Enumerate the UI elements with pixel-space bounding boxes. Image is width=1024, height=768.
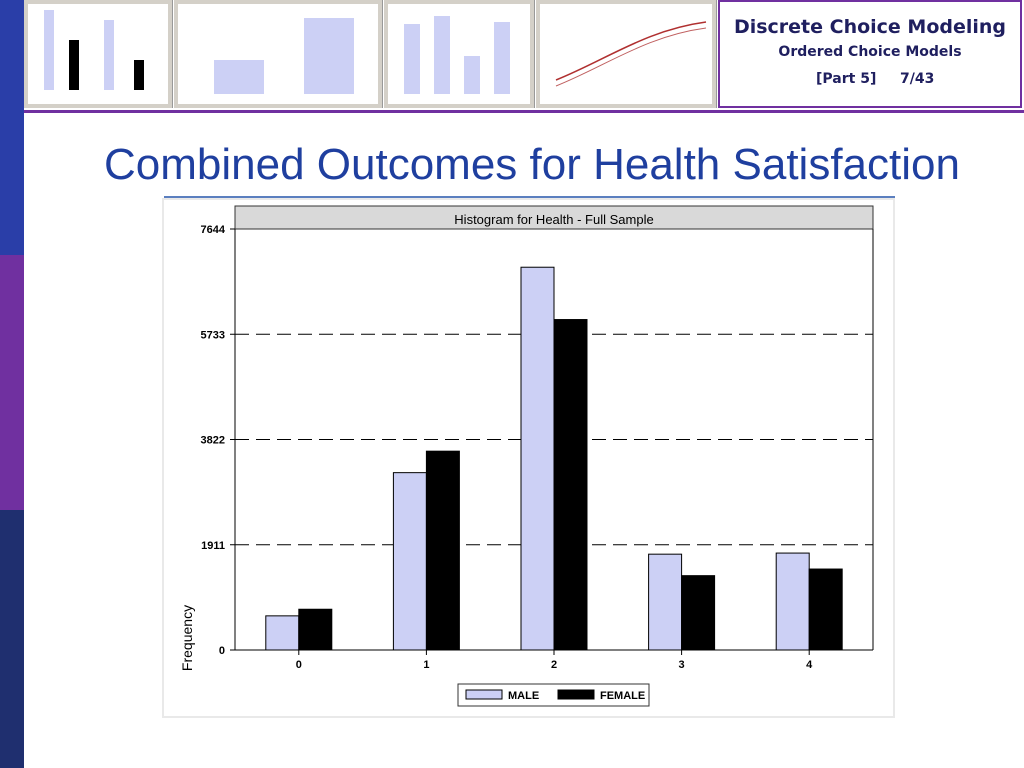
bar-male-4	[775, 552, 810, 651]
part-label: [Part 5]	[816, 71, 877, 87]
y-tick-label: 7644	[201, 224, 226, 236]
bar-male-3	[648, 553, 683, 651]
y-tick-label: 3822	[201, 435, 225, 447]
bars	[265, 266, 843, 651]
header-divider	[24, 110, 1024, 113]
bar-female-1	[425, 450, 460, 651]
y-axis-label: Frequency	[179, 605, 195, 671]
chart-title: Histogram for Health - Full Sample	[454, 212, 653, 227]
x-ticks: 0 1 2 3 4	[296, 650, 813, 671]
bar-male-1	[392, 472, 427, 651]
legend-label-female: FEMALE	[600, 690, 645, 702]
legend-swatch-male	[465, 689, 503, 700]
y-tick-label: 0	[219, 645, 225, 657]
legend: MALE FEMALE	[457, 683, 650, 707]
x-tick-label: 4	[806, 659, 813, 671]
thumbnail-column-chart	[384, 0, 535, 108]
x-tick-label: 3	[679, 659, 685, 671]
legend-box	[457, 683, 650, 707]
histogram-chart: Histogram for Health - Full Sample Frequ…	[164, 200, 893, 716]
slide-title: Combined Outcomes for Health Satisfactio…	[104, 140, 960, 189]
title-underline	[164, 196, 895, 198]
x-tick-label: 2	[551, 659, 557, 671]
legend-label-male: MALE	[508, 690, 539, 702]
bar-male-0	[265, 615, 300, 651]
x-tick-label: 0	[296, 659, 302, 671]
chart-title-bar	[234, 205, 874, 230]
left-accent-bar	[0, 0, 24, 768]
course-title: Discrete Choice Modeling	[733, 16, 1007, 38]
bar-male-2	[520, 266, 555, 651]
thumbnail-line-chart	[536, 0, 717, 108]
bar-female-0	[298, 608, 333, 651]
page-number: 7/43	[900, 71, 935, 87]
x-tick-label: 1	[423, 659, 429, 671]
legend-swatch-female	[557, 689, 595, 700]
y-ticks: 0 1911 3822 5733 7644	[201, 224, 235, 657]
thumbnail-histogram	[24, 0, 173, 108]
course-title-box: Discrete Choice Modeling Ordered Choice …	[718, 0, 1022, 108]
bar-female-4	[808, 568, 843, 651]
section-title: Ordered Choice Models	[778, 44, 962, 60]
y-tick-label: 1911	[201, 540, 225, 552]
bar-female-2	[553, 319, 588, 651]
thumbnail-bar-chart	[174, 0, 383, 108]
bar-female-3	[681, 575, 716, 651]
chart-panel: Histogram for Health - Full Sample Frequ…	[162, 198, 895, 718]
y-tick-label: 5733	[201, 329, 225, 341]
